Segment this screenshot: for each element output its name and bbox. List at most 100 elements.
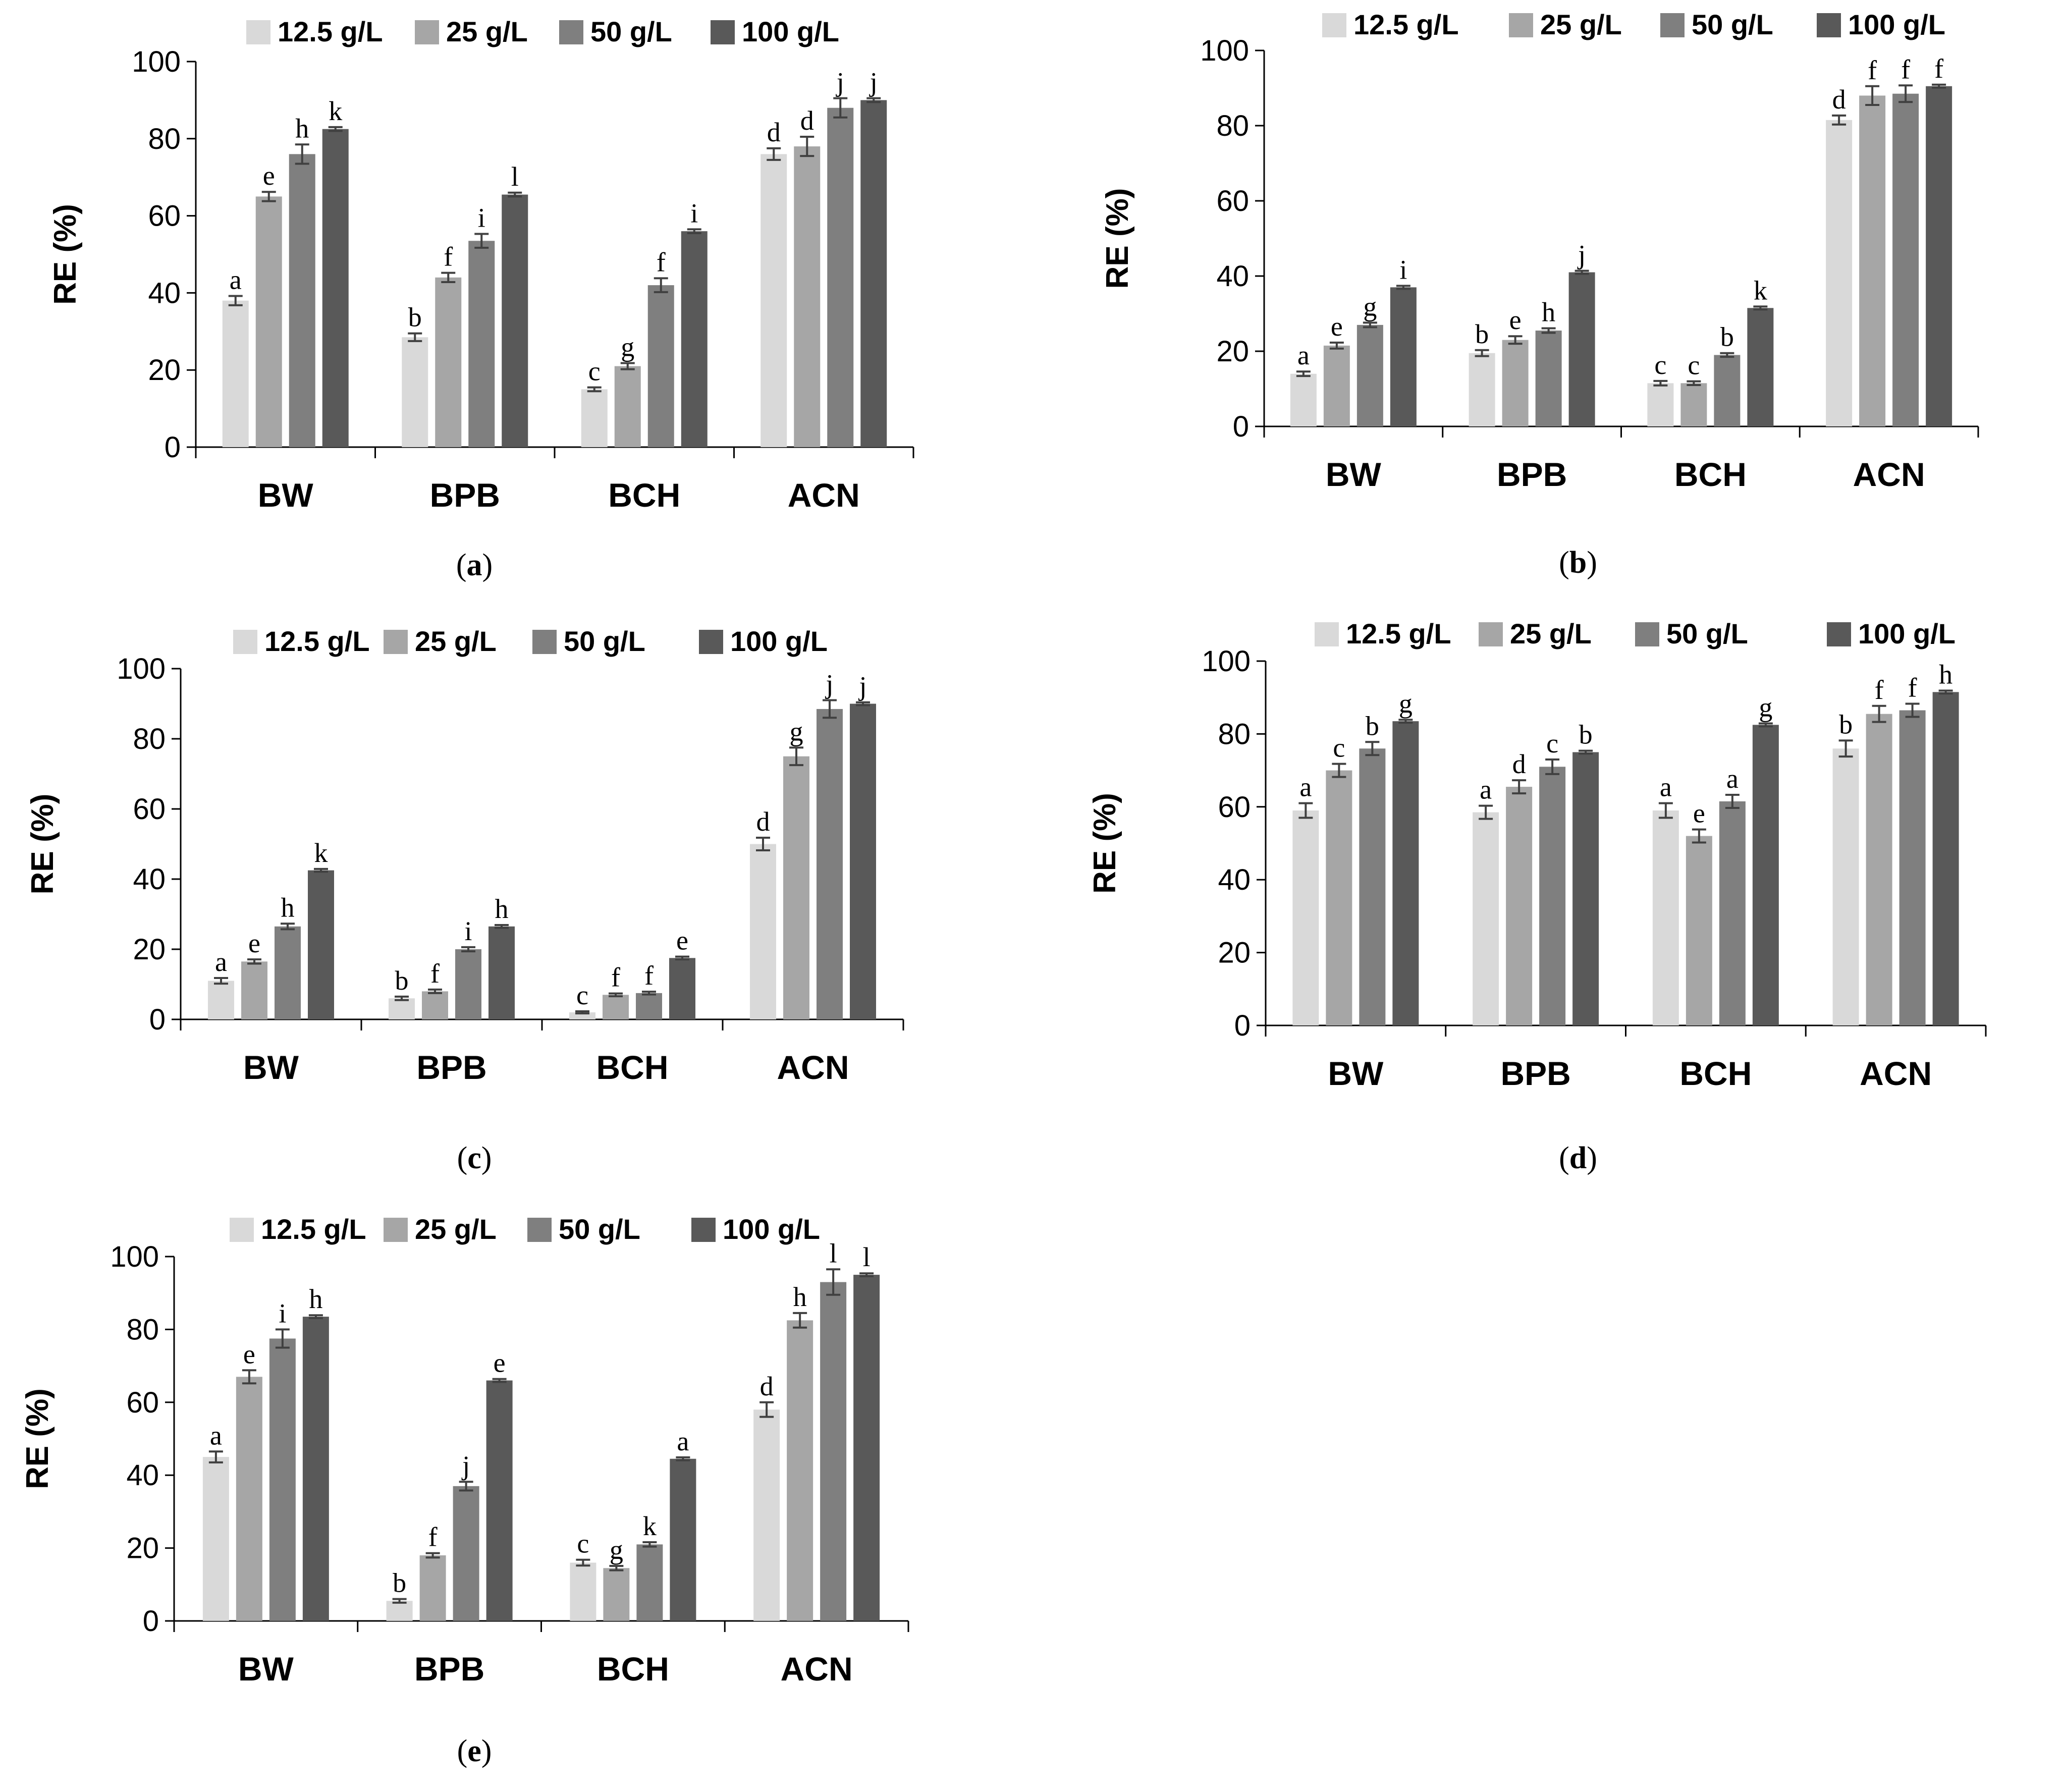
significance-letter: i <box>1399 254 1407 285</box>
significance-letter: g <box>1399 688 1413 719</box>
bar <box>750 844 776 1019</box>
y-tick-label: 40 <box>126 1459 159 1492</box>
legend-label: 50 g/L <box>1666 618 1748 649</box>
panel-caption: (e) <box>457 1734 492 1768</box>
caption-paren-open: ( <box>1559 1141 1569 1175</box>
bar <box>1866 714 1892 1025</box>
significance-letter: e <box>263 160 275 191</box>
legend-label: 25 g/L <box>415 1213 497 1245</box>
bar <box>603 1568 630 1621</box>
bar <box>453 1486 479 1621</box>
significance-letter: c <box>1546 728 1558 758</box>
y-tick-label: 20 <box>133 933 166 966</box>
bar <box>1502 340 1529 426</box>
caption-paren-close: ) <box>482 548 493 582</box>
bar <box>1747 308 1774 426</box>
y-tick-label: 20 <box>1218 937 1251 969</box>
legend-label: 50 g/L <box>590 16 672 47</box>
significance-letter: k <box>1754 275 1767 305</box>
significance-letter: a <box>1726 764 1739 794</box>
y-tick-label: 80 <box>1218 718 1251 750</box>
significance-letter: b <box>1839 709 1853 739</box>
bar <box>570 1562 596 1621</box>
y-tick-label: 80 <box>148 123 181 155</box>
bar <box>1473 812 1499 1025</box>
legend-swatch <box>230 1218 254 1242</box>
caption-letter: e <box>467 1734 481 1768</box>
significance-letter: e <box>1331 311 1343 342</box>
category-label: ACN <box>788 476 860 514</box>
significance-letter: a <box>1299 772 1312 802</box>
legend-swatch <box>1322 13 1346 37</box>
y-tick-label: 20 <box>1216 335 1249 368</box>
legend-swatch <box>711 20 735 44</box>
legend-label: 12.5 g/L <box>264 625 370 657</box>
significance-letter: l <box>863 1242 871 1272</box>
y-tick-label: 0 <box>1234 1009 1251 1042</box>
significance-letter: a <box>1297 340 1310 370</box>
bar <box>817 709 843 1019</box>
legend-label: 100 g/L <box>723 1213 820 1245</box>
legend-label: 12.5 g/L <box>278 16 383 47</box>
significance-letter: e <box>1509 305 1522 335</box>
y-tick-label: 0 <box>149 1003 166 1036</box>
bar <box>669 958 695 1019</box>
category-label: ACN <box>777 1049 849 1086</box>
caption-paren-open: ( <box>1559 546 1569 580</box>
significance-letter: h <box>309 1284 322 1314</box>
bar <box>1356 324 1383 426</box>
y-tick-label: 20 <box>148 354 181 387</box>
bar <box>302 1317 329 1621</box>
bar <box>435 277 462 447</box>
legend-label: 12.5 g/L <box>1346 618 1451 649</box>
bar <box>1535 331 1562 426</box>
significance-letter: b <box>408 302 422 333</box>
bar <box>308 870 334 1019</box>
significance-letter: a <box>677 1426 689 1456</box>
bar <box>502 194 528 447</box>
y-tick-label: 80 <box>126 1313 159 1346</box>
significance-letter: k <box>643 1511 657 1541</box>
bar <box>787 1320 813 1621</box>
significance-letter: h <box>295 113 309 143</box>
significance-letter: f <box>1901 54 1910 84</box>
caption-letter: b <box>1569 546 1587 580</box>
y-tick-label: 100 <box>117 653 166 685</box>
legend-swatch <box>384 1218 408 1242</box>
significance-letter: g <box>621 332 634 362</box>
legend-swatch <box>1660 13 1685 37</box>
significance-letter: f <box>1875 675 1884 705</box>
significance-letter: d <box>1512 749 1526 779</box>
legend-label: 100 g/L <box>730 625 828 657</box>
category-label: BCH <box>1674 456 1747 493</box>
significance-letter: d <box>1832 84 1846 115</box>
significance-letter: c <box>1688 350 1700 381</box>
category-label: BW <box>238 1650 294 1688</box>
legend-label: 25 g/L <box>1510 618 1592 649</box>
significance-letter: c <box>1333 733 1345 763</box>
significance-letter: b <box>393 1568 406 1598</box>
legend-swatch <box>1509 13 1533 37</box>
bar <box>1892 93 1919 427</box>
significance-letter: h <box>793 1282 807 1312</box>
bar <box>581 389 608 447</box>
category-label: BW <box>243 1049 299 1086</box>
legend-swatch <box>415 20 439 44</box>
bar <box>794 146 821 448</box>
significance-letter: k <box>314 838 328 868</box>
category-label: BPB <box>430 476 500 514</box>
bar <box>1859 95 1886 426</box>
bar <box>289 154 315 447</box>
legend-label: 12.5 g/L <box>261 1213 366 1245</box>
bar <box>636 993 662 1019</box>
y-axis-title: RE (%) <box>20 1388 55 1489</box>
significance-letter: b <box>1475 319 1489 349</box>
y-tick-label: 80 <box>133 723 166 755</box>
legend-label: 100 g/L <box>742 16 839 47</box>
caption-paren-close: ) <box>481 1141 492 1175</box>
significance-letter: e <box>1693 798 1705 829</box>
